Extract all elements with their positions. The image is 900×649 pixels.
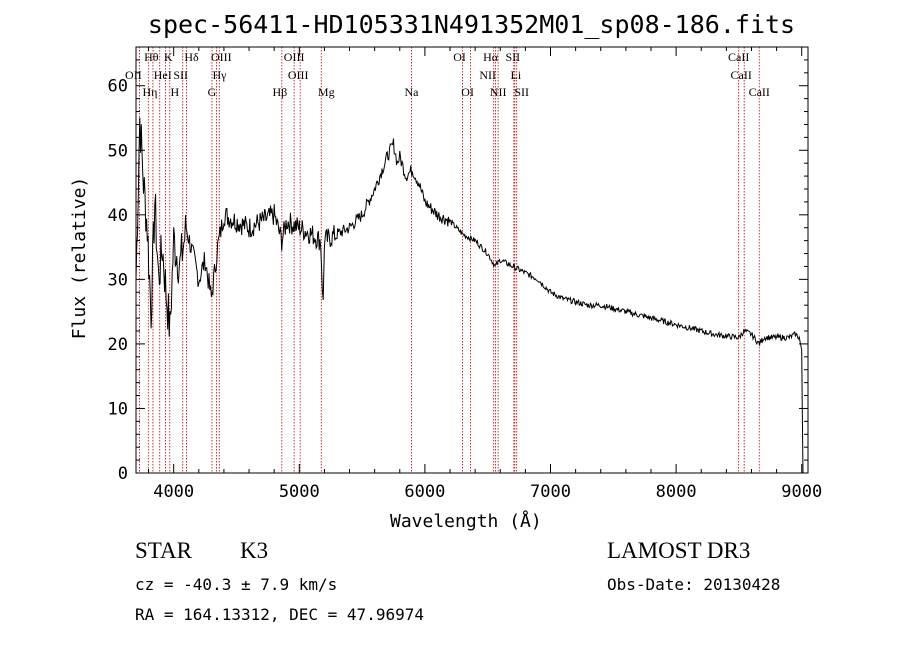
line-label-caii: CaII xyxy=(728,50,749,64)
x-tick-label: 9000 xyxy=(781,482,822,502)
line-label-hei: HeI xyxy=(154,68,172,82)
x-tick-label: 6000 xyxy=(404,482,445,502)
y-tick-label: 10 xyxy=(108,399,128,419)
line-label-hθ: Hθ xyxy=(144,50,159,64)
line-label-sii: SII xyxy=(505,50,520,64)
line-label-k: K xyxy=(164,50,173,64)
line-label-oi: OI xyxy=(461,85,474,99)
line-label-sii: SII xyxy=(514,85,529,99)
coordinates-text: RA = 164.13312, DEC = 47.96974 xyxy=(135,605,424,624)
spectrum-series-line xyxy=(135,117,804,474)
line-label-sii: SII xyxy=(173,68,188,82)
y-axis-label: Flux (relative) xyxy=(69,176,90,340)
subclass: K3 xyxy=(240,538,269,563)
line-label-oiii: OIII xyxy=(288,68,309,82)
line-label-li: Li xyxy=(510,68,521,82)
line-label-mg: Mg xyxy=(318,85,335,99)
line-label-hδ: Hδ xyxy=(184,50,199,64)
line-label-nii: NII xyxy=(479,68,496,82)
line-label-g: G xyxy=(208,85,217,99)
line-label-nii: NII xyxy=(490,85,507,99)
object-class: STAR xyxy=(135,538,192,563)
line-label-h: H xyxy=(170,85,179,99)
y-tick-label: 40 xyxy=(108,206,128,226)
y-tick-label: 60 xyxy=(108,77,128,97)
axis-ticks: 4000 5000 6000 7000 8000 9000 0 10 20 30 40 50 60 xyxy=(108,47,822,502)
chart-title: spec-56411-HD105331N491352M01_sp08-186.f… xyxy=(147,10,796,39)
line-label-oiii: OIII xyxy=(211,50,232,64)
obs-date: Obs-Date: 20130428 xyxy=(607,575,781,594)
line-label-hβ: Hβ xyxy=(272,85,287,99)
survey-name: LAMOST DR3 xyxy=(607,538,751,563)
line-label-oii: OII xyxy=(125,68,142,82)
x-axis-label: Wavelength (Å) xyxy=(390,511,542,532)
y-tick-label: 50 xyxy=(108,141,128,161)
line-label-hη: Hη xyxy=(142,85,157,99)
line-label-caii: CaII xyxy=(749,85,770,99)
line-label-hα: Hα xyxy=(483,50,499,64)
line-label-hγ: Hγ xyxy=(213,68,228,82)
line-label-oi: OI xyxy=(453,50,466,64)
x-tick-label: 8000 xyxy=(656,482,697,502)
y-tick-label: 0 xyxy=(118,464,128,484)
line-label-caii: CaII xyxy=(731,68,752,82)
line-label-na: Na xyxy=(404,85,419,99)
y-tick-label: 20 xyxy=(108,335,128,355)
line-label-oiii: OIII xyxy=(284,50,305,64)
line-markers xyxy=(138,47,760,473)
x-tick-label: 4000 xyxy=(153,482,194,502)
x-tick-label: 7000 xyxy=(530,482,571,502)
x-tick-label: 5000 xyxy=(279,482,320,502)
plot-frame xyxy=(135,46,809,474)
redshift-text: cz = -40.3 ± 7.9 km/s xyxy=(135,575,338,594)
y-tick-label: 30 xyxy=(108,270,128,290)
